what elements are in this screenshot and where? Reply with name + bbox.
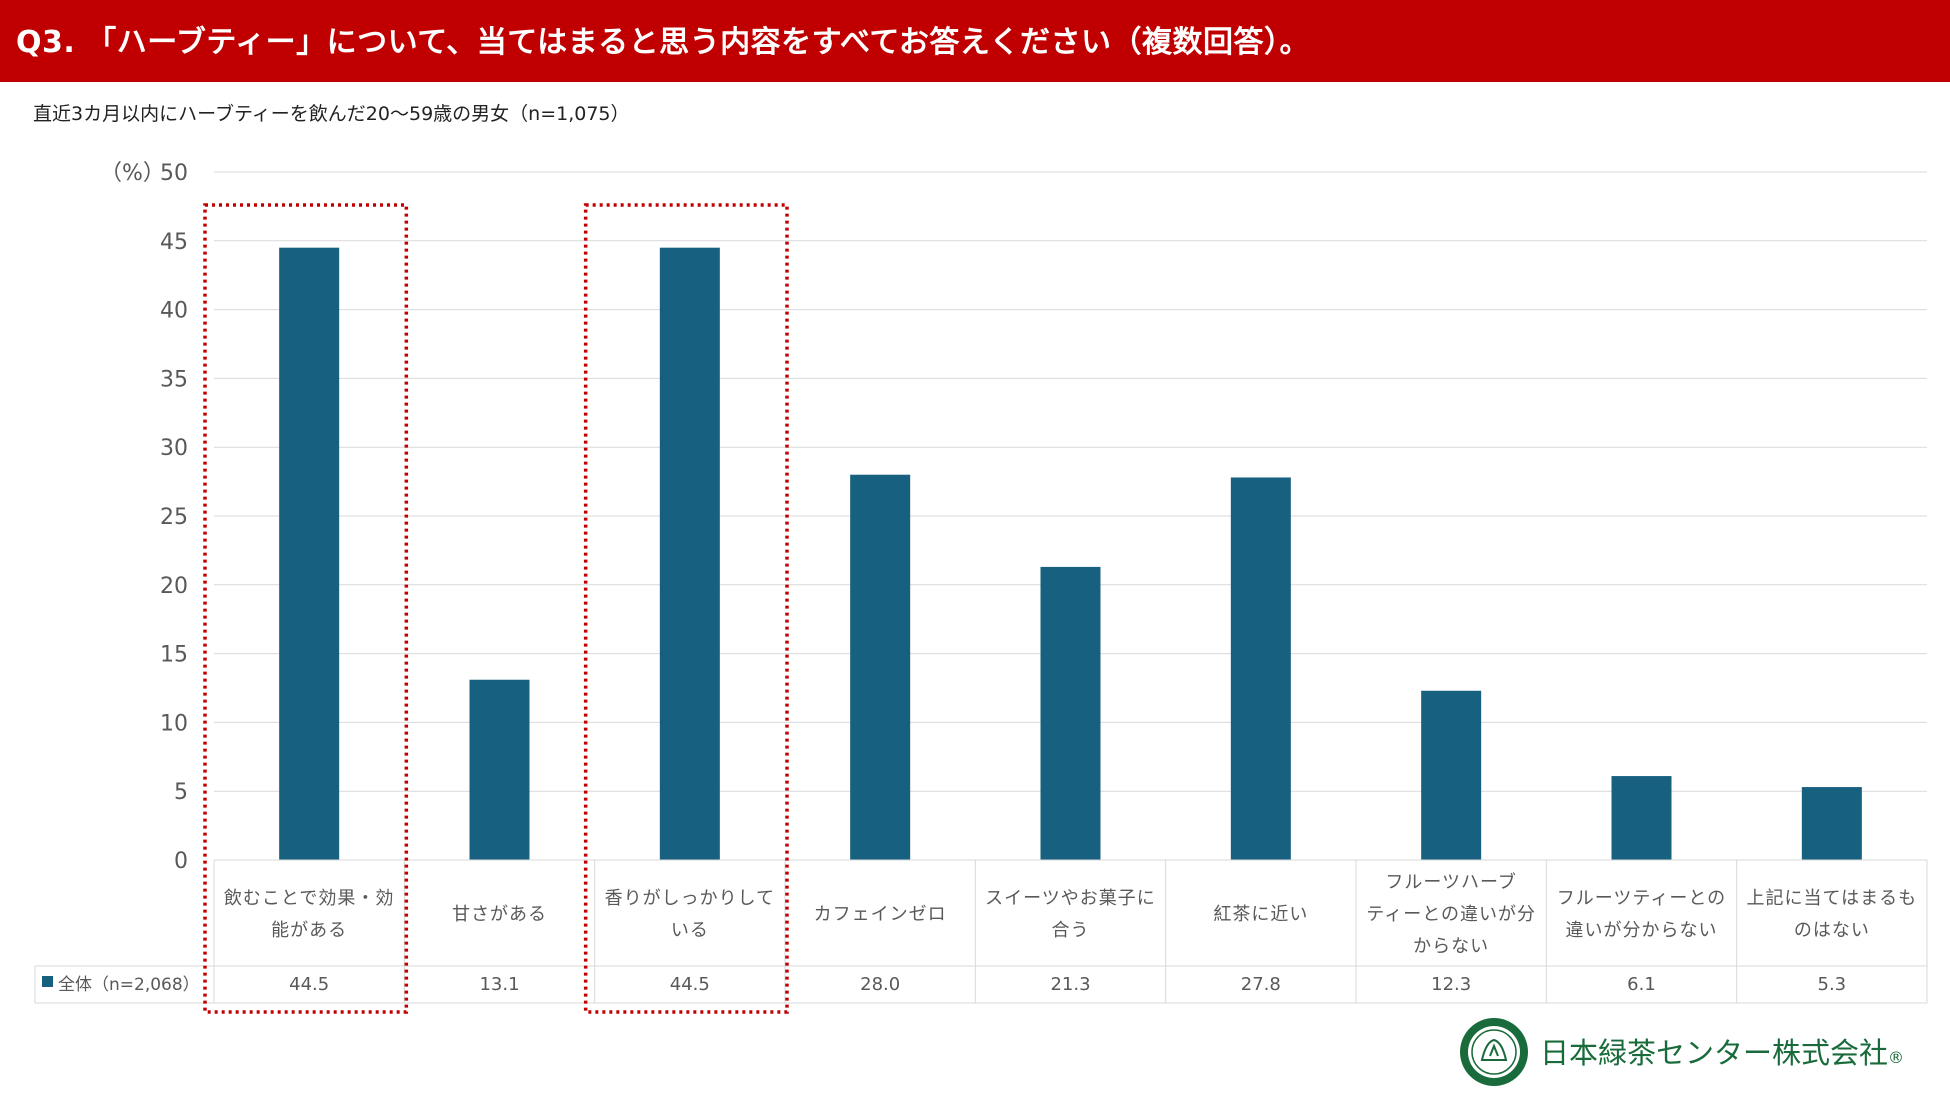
bar <box>850 474 911 860</box>
x-category-label: ティーとの違いが分 <box>1366 904 1536 925</box>
registered-mark: ® <box>1888 1048 1905 1067</box>
tea-emblem-icon <box>1460 1018 1528 1086</box>
highlight-box <box>583 203 789 1014</box>
y-tick-label: 20 <box>160 574 188 599</box>
bar <box>659 247 720 860</box>
page-title: Q3. 「ハーブティー」について、当てはまると思う内容をすべてお答えください（複… <box>16 25 1311 60</box>
x-category-label: 上記に当てはまるも <box>1747 888 1918 909</box>
y-tick-label: 25 <box>160 505 188 530</box>
company-logo <box>1456 1016 1536 1088</box>
chart-subtitle: 直近3カ月以内にハーブティーを飲んだ20～59歳の男女（n=1,075） <box>33 103 630 125</box>
x-category-label: 違いが分からない <box>1566 920 1718 941</box>
y-axis-label: （%） <box>100 161 165 186</box>
data-label: 6.1 <box>1627 974 1656 995</box>
x-category-label: いる <box>671 920 709 941</box>
y-tick-label: 15 <box>160 643 188 668</box>
x-category-label: 香りがしっかりして <box>605 888 775 909</box>
data-label: 5.3 <box>1818 974 1847 995</box>
bar <box>1230 477 1291 860</box>
header-bar: Q3. 「ハーブティー」について、当てはまると思う内容をすべてお答えください（複… <box>0 0 1950 82</box>
legend-key <box>42 976 53 987</box>
legend-label: 全体（n=2,068） <box>58 975 200 995</box>
x-category-label: のはない <box>1794 920 1870 941</box>
x-category-label: カフェインゼロ <box>814 904 947 925</box>
bar <box>279 247 340 860</box>
data-label: 21.3 <box>1050 974 1090 995</box>
x-category-label: 能がある <box>271 920 347 941</box>
y-tick-label: 5 <box>174 780 188 805</box>
x-category-label: 甘さがある <box>452 904 547 925</box>
x-category-label: からない <box>1413 936 1489 957</box>
data-label: 44.5 <box>670 974 710 995</box>
x-category-label: 紅茶に近い <box>1213 904 1308 925</box>
x-category-label: スイーツやお菓子に <box>985 888 1156 909</box>
y-tick-label: 30 <box>160 436 188 461</box>
company-name-text: 日本緑茶センター株式会社 <box>1540 1036 1889 1070</box>
bar <box>1801 787 1862 860</box>
x-category-label: フルーツハーブ <box>1385 871 1517 893</box>
data-label: 28.0 <box>860 974 900 995</box>
y-tick-label: 50 <box>160 161 188 186</box>
bar <box>469 679 530 860</box>
bar <box>1611 776 1672 860</box>
y-tick-label: 45 <box>160 230 188 255</box>
company-name: 日本緑茶センター株式会社® <box>1540 1030 1904 1072</box>
data-label: 12.3 <box>1431 974 1471 995</box>
x-category-label: 合う <box>1052 920 1090 941</box>
x-category-label: フルーツティーとの <box>1557 888 1726 909</box>
y-tick-label: 40 <box>160 299 188 324</box>
bar <box>1421 690 1482 860</box>
y-tick-label: 10 <box>160 711 188 736</box>
data-label: 13.1 <box>479 974 519 995</box>
data-label: 44.5 <box>289 974 329 995</box>
y-tick-label: 0 <box>174 849 188 874</box>
x-category-label: 飲むことで効果・効 <box>224 888 394 909</box>
bar <box>1040 566 1101 860</box>
y-tick-label: 35 <box>160 367 188 392</box>
highlight-box <box>203 203 409 1014</box>
data-label: 27.8 <box>1241 974 1281 995</box>
